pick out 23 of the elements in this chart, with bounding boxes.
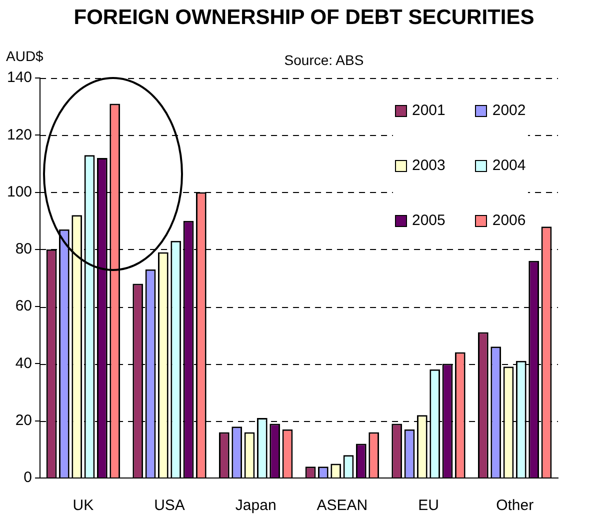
legend-label: 2006	[492, 212, 526, 229]
y-tick-label: 60	[15, 298, 32, 315]
y-tick-label: 40	[15, 354, 32, 372]
chart-subtitle: Source: ABS	[284, 52, 364, 68]
y-tick-label: 80	[15, 240, 32, 258]
legend-label: 2004	[492, 157, 526, 174]
y-tick-label: 0	[24, 469, 32, 486]
x-tick-label: Japan	[235, 497, 276, 514]
x-tick-label: EU	[418, 497, 439, 514]
legend-label: 2002	[492, 102, 526, 119]
legend-label: 2003	[412, 157, 446, 174]
chart-title: FOREIGN OWNERSHIP OF DEBT SECURITIES	[72, 6, 536, 30]
y-tick-label: 100	[6, 183, 32, 200]
legend-label: 2001	[412, 102, 446, 119]
x-tick-label: Other	[496, 497, 534, 514]
x-tick-label: UK	[72, 497, 94, 514]
y-axis-title: AUD$	[6, 48, 44, 64]
y-tick-label: 120	[6, 126, 32, 144]
y-tick-label: 20	[15, 412, 32, 429]
x-tick-label: USA	[154, 497, 185, 514]
legend-label: 2005	[412, 212, 446, 229]
y-tick-label: 140	[6, 69, 32, 86]
x-tick-label: ASEAN	[316, 497, 368, 514]
